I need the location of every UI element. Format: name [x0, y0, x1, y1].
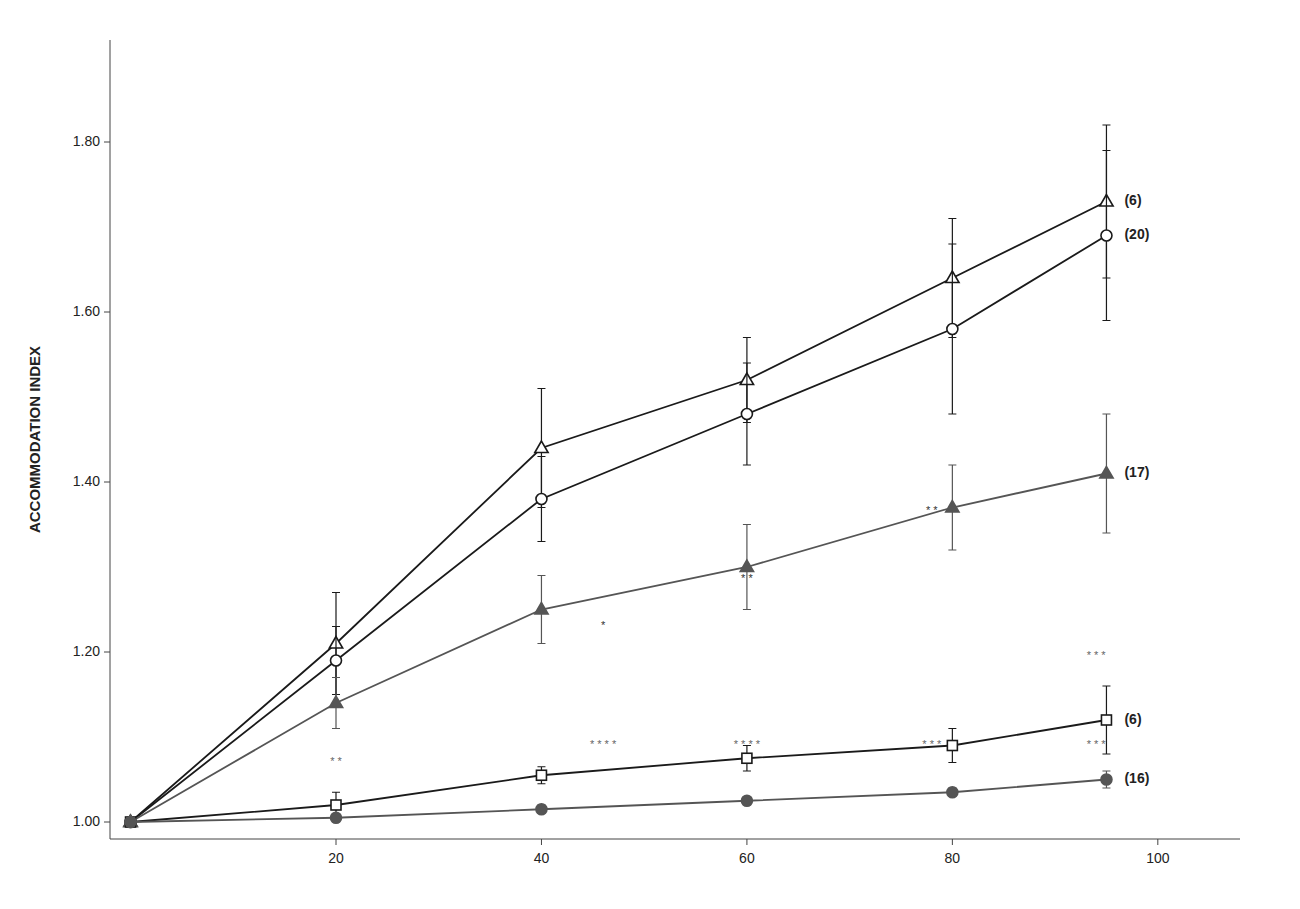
- annotation: * * * *: [590, 738, 617, 750]
- annotation: * *: [330, 755, 342, 767]
- annotation: * * *: [922, 738, 942, 750]
- series: [126, 686, 1112, 827]
- point: [1100, 467, 1113, 479]
- series-labels: (6) (20) (17) (6) (16): [1124, 192, 1149, 786]
- y-tick: [104, 482, 110, 483]
- series-line: [131, 780, 1107, 823]
- x-tick-label: 80: [945, 850, 961, 866]
- point: [536, 804, 547, 815]
- series-line: [131, 474, 1107, 823]
- annotation: * *: [926, 504, 938, 516]
- x-tick-label: 20: [328, 850, 344, 866]
- annotation: * *: [741, 572, 753, 584]
- point: [947, 741, 957, 751]
- series-label: (17): [1124, 464, 1149, 480]
- point: [742, 753, 752, 763]
- y-tick: [104, 652, 110, 653]
- y-tick: [104, 312, 110, 313]
- series: [125, 151, 1112, 828]
- series-label: (6): [1124, 192, 1141, 208]
- point: [124, 815, 137, 827]
- point: [536, 770, 546, 780]
- point: [124, 815, 137, 827]
- axes: 20 40 60 80 100 1.00 1.20 1.40 1.60 1.80: [73, 40, 1240, 866]
- series-line: [131, 236, 1107, 823]
- y-tick-label: 1.60: [73, 303, 100, 319]
- x-tick: [541, 839, 542, 845]
- x-tick: [1157, 839, 1158, 845]
- point: [536, 494, 547, 505]
- point: [1101, 774, 1112, 785]
- y-axis-line: [110, 40, 111, 839]
- y-tick-label: 1.20: [73, 643, 100, 659]
- x-tick: [336, 839, 337, 845]
- x-tick-label: 60: [739, 850, 755, 866]
- point: [329, 696, 342, 708]
- point: [331, 800, 341, 810]
- series: [124, 125, 1113, 827]
- point: [125, 817, 136, 828]
- point: [741, 795, 752, 806]
- point: [535, 441, 548, 453]
- annotation: * * * *: [734, 738, 761, 750]
- point: [946, 501, 959, 513]
- point: [125, 817, 136, 828]
- series-label: (16): [1124, 770, 1149, 786]
- series-label: (6): [1124, 711, 1141, 727]
- series: [124, 414, 1113, 827]
- series-label: (20): [1124, 226, 1149, 242]
- y-axis-label: ACCOMMODATION INDEX: [26, 346, 43, 533]
- y-tick: [104, 142, 110, 143]
- annotations: * * * * * * * * * * * * * * * * * * * * * * * *: [330, 504, 1106, 767]
- error-bar: [537, 767, 545, 784]
- plot-area: [110, 40, 1240, 839]
- x-tick: [952, 839, 953, 845]
- point: [947, 787, 958, 798]
- y-tick-label: 1.00: [73, 813, 100, 829]
- chart: 20 40 60 80 100 1.00 1.20 1.40 1.60 1.80 ACCOMMODA…: [0, 0, 1300, 909]
- series-line: [131, 720, 1107, 822]
- point: [1101, 715, 1111, 725]
- point: [741, 409, 752, 420]
- y-tick-label: 1.80: [73, 133, 100, 149]
- x-tick-label: 100: [1146, 850, 1170, 866]
- error-bar: [948, 729, 956, 763]
- point: [1101, 230, 1112, 241]
- series: [125, 771, 1112, 828]
- x-axis-line: [110, 839, 1240, 840]
- series-line: [131, 202, 1107, 823]
- point: [331, 812, 342, 823]
- point: [535, 603, 548, 615]
- annotation: *: [601, 619, 606, 631]
- annotation: * * *: [1087, 649, 1107, 661]
- point: [947, 324, 958, 335]
- data: [124, 125, 1113, 828]
- y-tick-label: 1.40: [73, 473, 100, 489]
- annotation: * * *: [1087, 738, 1107, 750]
- x-tick: [746, 839, 747, 845]
- point: [740, 560, 753, 572]
- point: [331, 655, 342, 666]
- point: [126, 817, 136, 827]
- x-tick-label: 40: [534, 850, 550, 866]
- y-tick: [104, 822, 110, 823]
